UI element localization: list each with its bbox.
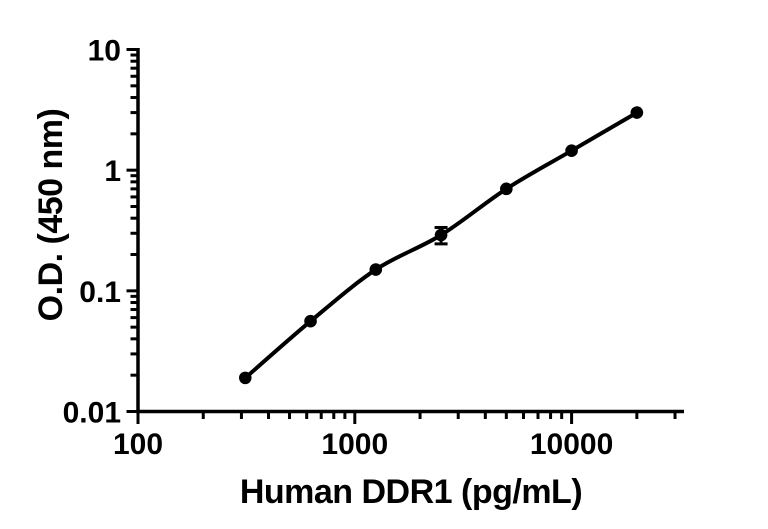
data-point-marker	[304, 314, 317, 328]
x-tick-label: 1000	[321, 428, 388, 461]
y-tick-label: 0.1	[79, 276, 121, 309]
x-tick-label: 100	[113, 428, 163, 461]
axis-spines	[136, 48, 684, 414]
x-axis-label: Human DDR1 (pg/mL)	[240, 473, 582, 511]
data-point-marker	[565, 144, 578, 157]
data-point-marker	[238, 371, 252, 385]
data-point-marker	[500, 182, 513, 196]
y-tick-label: 0.01	[63, 397, 121, 430]
axis-ticks	[126, 48, 677, 424]
data-point-marker	[434, 228, 448, 242]
y-axis-label: O.D. (450 nm)	[32, 109, 70, 322]
y-tick-label: 10	[88, 35, 121, 68]
axis-tick-labels: 100 1000 10000 10 1 0.1 0.01	[63, 35, 614, 462]
data-point-marker	[369, 263, 383, 276]
standard-curve-series	[238, 106, 644, 385]
y-tick-label: 1	[104, 155, 121, 188]
data-point-marker	[630, 106, 644, 119]
x-tick-label: 10000	[530, 428, 613, 461]
